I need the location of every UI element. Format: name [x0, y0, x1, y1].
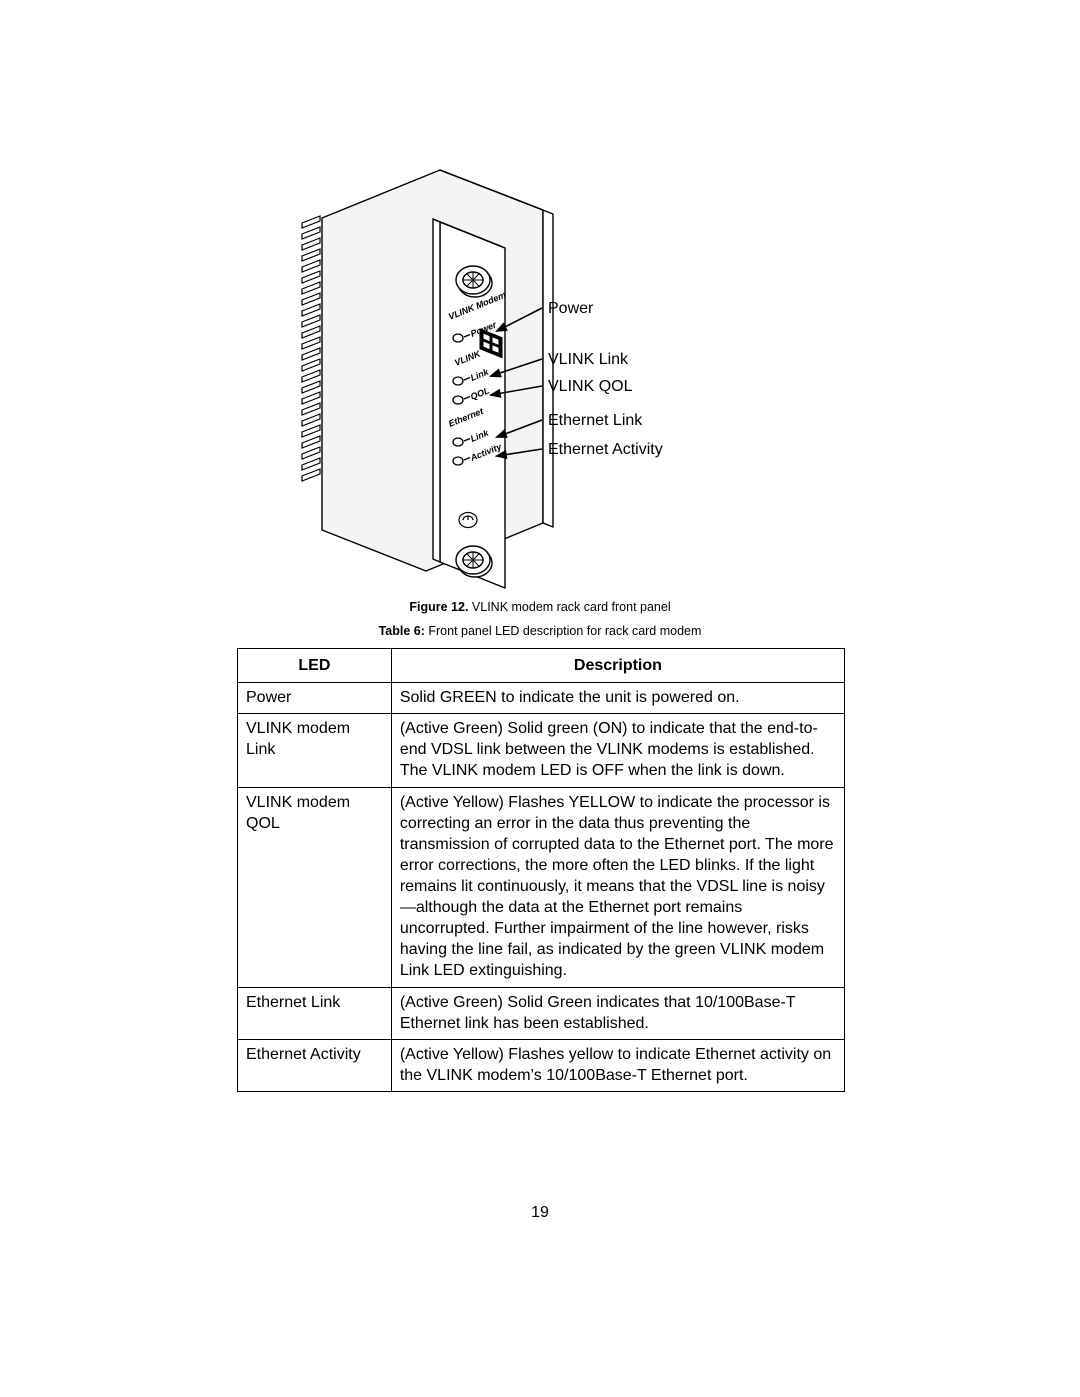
figure-diagram: VLINK ModemPowerVLINKLinkQOLEthernetLink…	[290, 168, 790, 598]
diagram-callout: Ethernet Link	[548, 412, 642, 430]
table-cell-description: (Active Yellow) Flashes yellow to indica…	[391, 1039, 844, 1091]
table-header-led: LED	[238, 649, 392, 683]
table-header-description: Description	[391, 649, 844, 683]
table-caption-label: Table 6:	[379, 624, 425, 638]
table-cell-description: (Active Green) Solid Green indicates tha…	[391, 987, 844, 1039]
rack-card-svg: VLINK ModemPowerVLINKLinkQOLEthernetLink…	[290, 168, 790, 598]
figure-caption: Figure 12. VLINK modem rack card front p…	[0, 600, 1080, 614]
table-cell-description: (Active Green) Solid green (ON) to indic…	[391, 714, 844, 787]
table-cell-description: (Active Yellow) Flashes YELLOW to indica…	[391, 787, 844, 987]
figure-caption-label: Figure 12.	[409, 600, 468, 614]
table-row: PowerSolid GREEN to indicate the unit is…	[238, 683, 845, 714]
table-cell-led: VLINK modem Link	[238, 714, 392, 787]
diagram-callout: VLINK QOL	[548, 378, 632, 396]
led-description-table: LED Description PowerSolid GREEN to indi…	[237, 648, 845, 1092]
table-cell-led: Ethernet Link	[238, 987, 392, 1039]
table-header-row: LED Description	[238, 649, 845, 683]
table-cell-led: Ethernet Activity	[238, 1039, 392, 1091]
document-page: VLINK ModemPowerVLINKLinkQOLEthernetLink…	[0, 0, 1080, 1397]
table-row: Ethernet Link(Active Green) Solid Green …	[238, 987, 845, 1039]
table-row: Ethernet Activity(Active Yellow) Flashes…	[238, 1039, 845, 1091]
table-row: VLINK modem QOL(Active Yellow) Flashes Y…	[238, 787, 845, 987]
table-row: VLINK modem Link(Active Green) Solid gre…	[238, 714, 845, 787]
table-cell-description: Solid GREEN to indicate the unit is powe…	[391, 683, 844, 714]
diagram-callout: Ethernet Activity	[548, 441, 663, 459]
table-cell-led: Power	[238, 683, 392, 714]
table-caption-text: Front panel LED description for rack car…	[428, 624, 701, 638]
table-cell-led: VLINK modem QOL	[238, 787, 392, 987]
table-caption: Table 6: Front panel LED description for…	[0, 624, 1080, 638]
page-number: 19	[0, 1204, 1080, 1222]
diagram-callout: VLINK Link	[548, 351, 628, 369]
diagram-callout: Power	[548, 300, 593, 318]
figure-caption-text: VLINK modem rack card front panel	[472, 600, 671, 614]
